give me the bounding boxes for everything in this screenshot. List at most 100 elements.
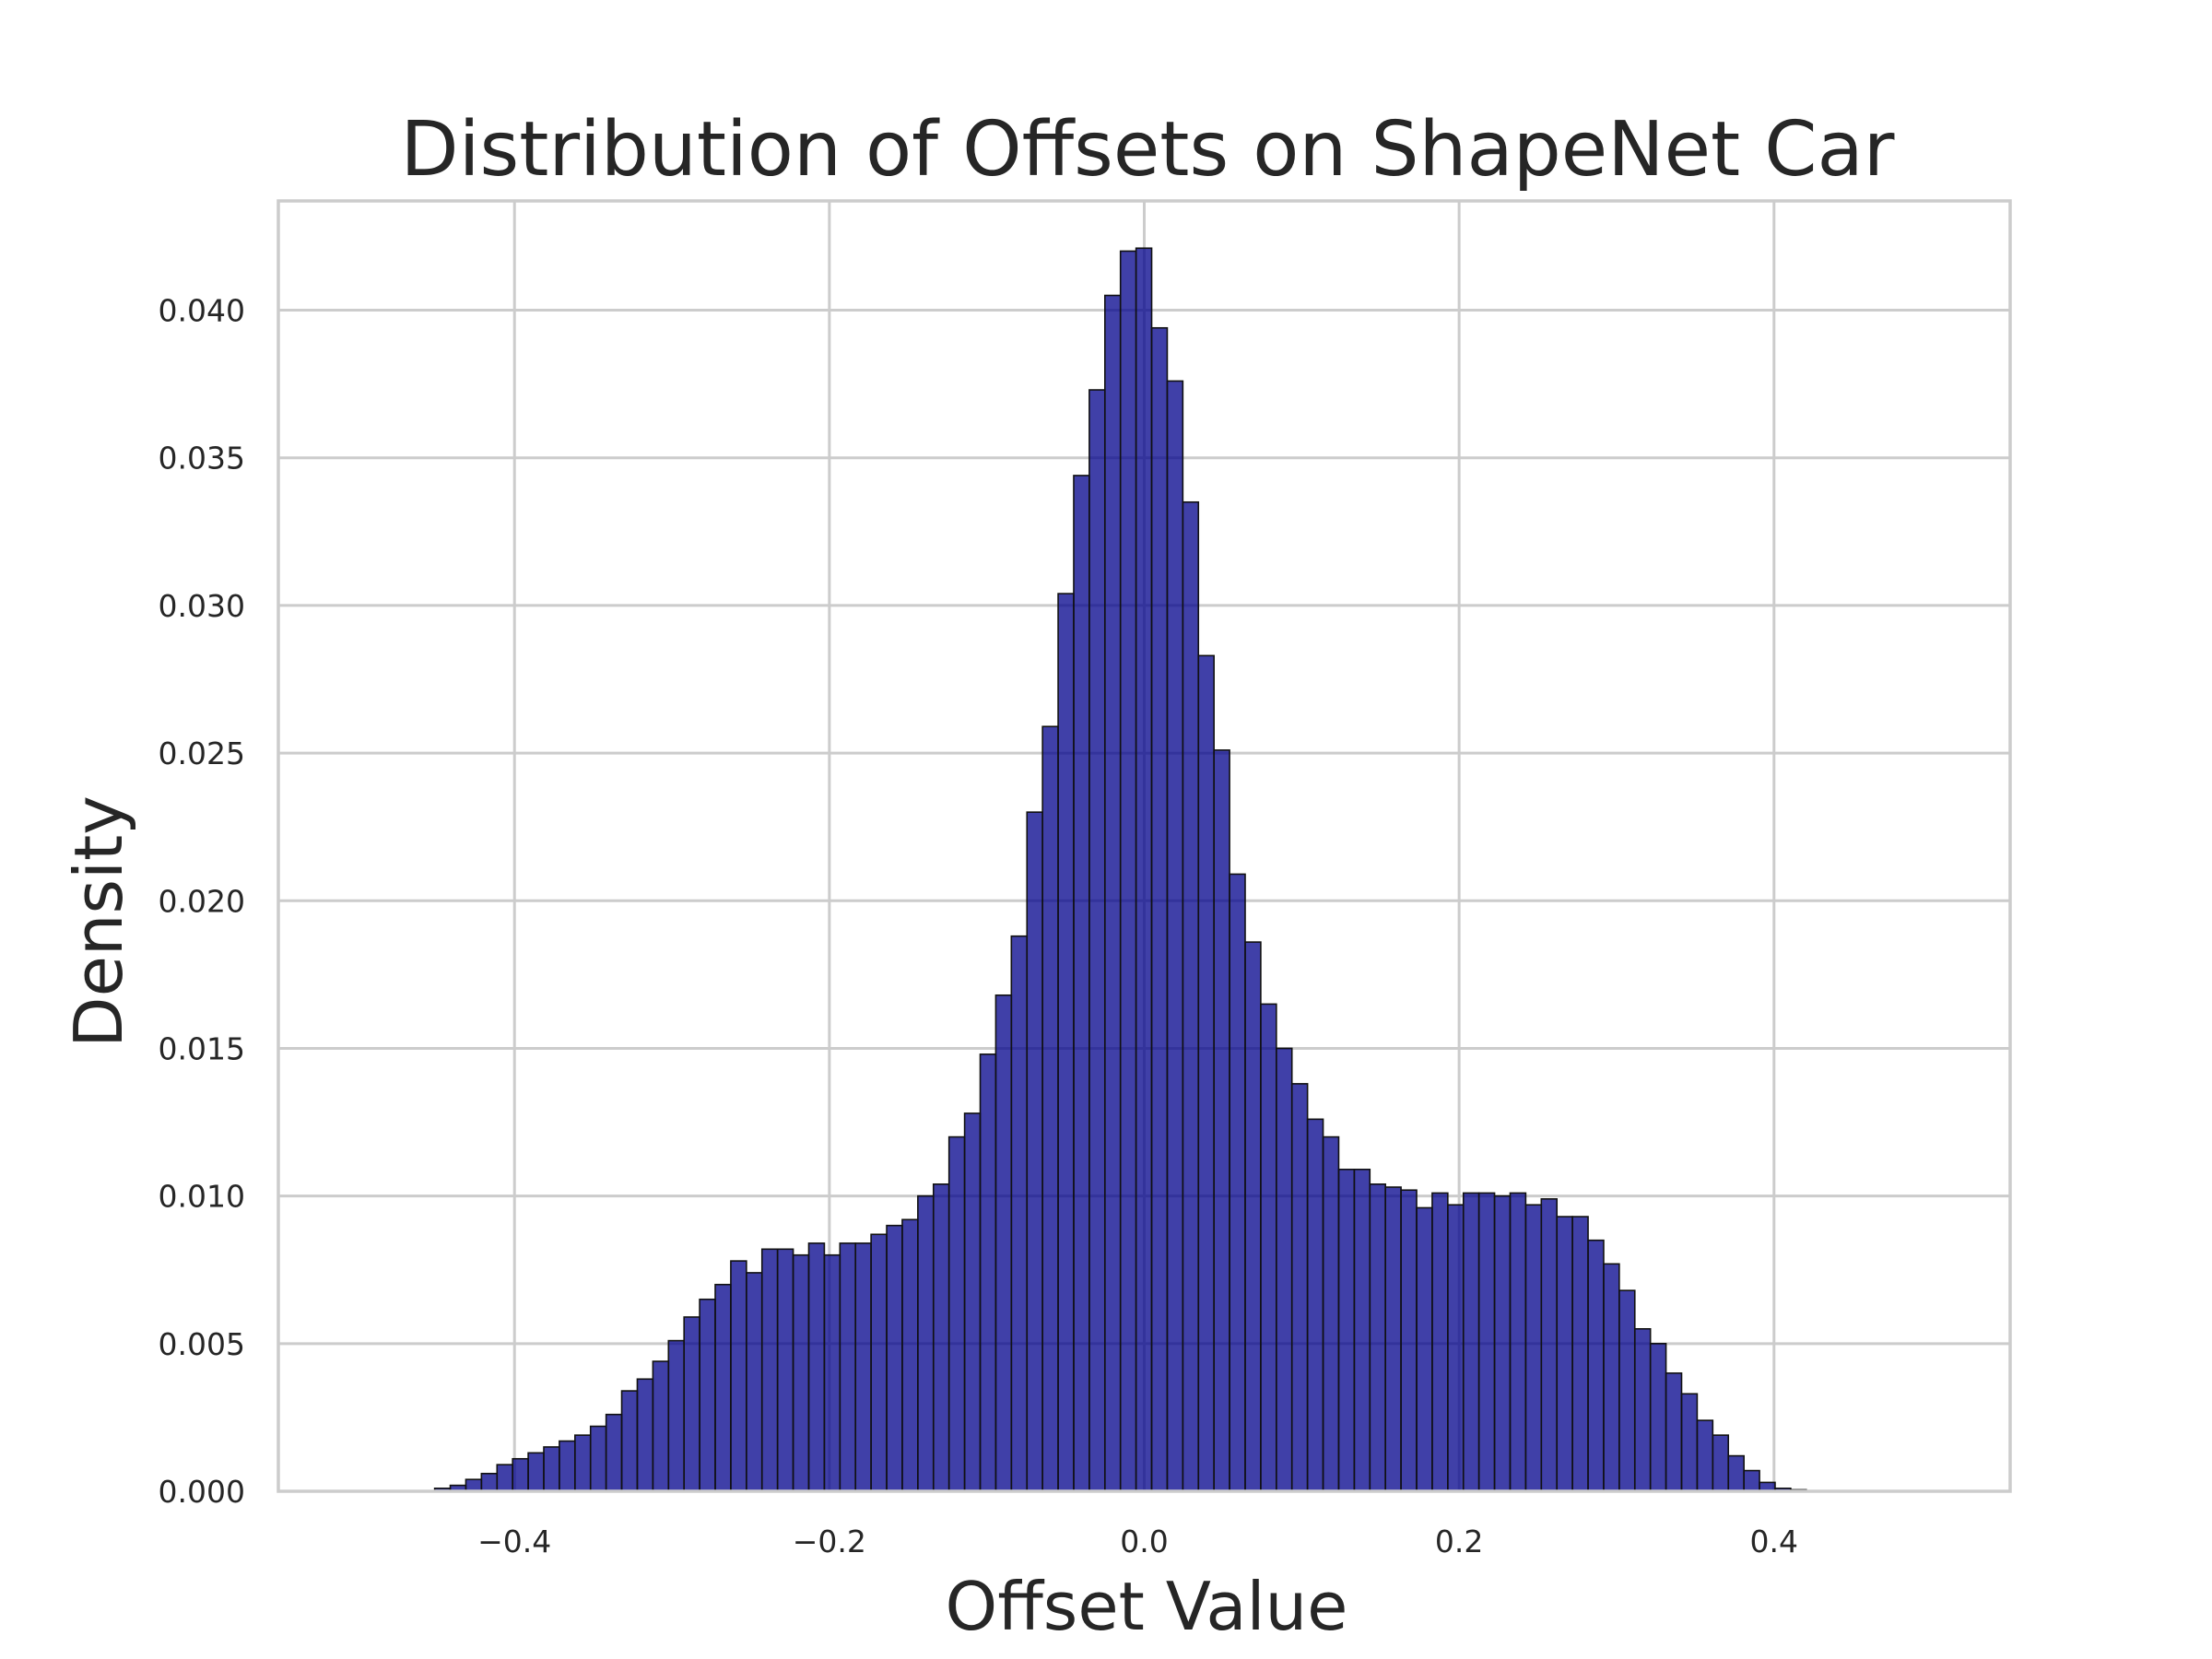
histogram-bar (1431, 1192, 1449, 1492)
histogram-bar (1166, 380, 1184, 1492)
x-tick-labels: −0.4 −0.2 0.0 0.2 0.4 (477, 1524, 1798, 1559)
histogram-bar (1509, 1192, 1527, 1492)
histogram-bar (1260, 1003, 1277, 1492)
histogram-bar (1150, 326, 1169, 1492)
histogram-bar (1727, 1454, 1745, 1492)
histogram-bar (667, 1339, 685, 1492)
histogram-bar (1633, 1328, 1652, 1492)
histogram-bar (1743, 1469, 1760, 1492)
chart-title: Distribution of Offsets on ShapeNet Car (401, 106, 1895, 194)
histogram-bar (1057, 593, 1075, 1492)
y-tick-label: 0.020 (159, 883, 245, 919)
histogram-bar (1026, 811, 1043, 1492)
histogram-bars (433, 247, 1807, 1492)
histogram-bar (636, 1378, 654, 1492)
histogram-bar (559, 1440, 576, 1492)
histogram-bar (776, 1248, 794, 1492)
y-tick-label: 0.005 (159, 1326, 245, 1362)
histogram-bar (730, 1260, 747, 1492)
histogram-bar (1353, 1169, 1371, 1492)
histogram-bar (823, 1253, 841, 1492)
histogram-bar (1384, 1186, 1402, 1492)
histogram-bar (792, 1253, 810, 1492)
histogram-bar (994, 994, 1013, 1492)
histogram-bar (1649, 1343, 1667, 1492)
histogram-bar (480, 1472, 499, 1492)
x-tick-label: −0.4 (477, 1524, 551, 1559)
histogram-bar (1104, 294, 1122, 1492)
histogram-bar (714, 1283, 732, 1492)
histogram-bar (1462, 1192, 1480, 1492)
histogram-bar (683, 1316, 700, 1492)
histogram-bar (854, 1242, 872, 1492)
histogram-bar (1213, 749, 1230, 1492)
histogram-bar (1416, 1206, 1433, 1492)
histogram-bar (496, 1464, 513, 1492)
histogram-bar (1603, 1263, 1620, 1492)
histogram-bar (1447, 1204, 1465, 1492)
histogram-bar (1712, 1434, 1730, 1492)
histogram-bar (886, 1224, 903, 1492)
histogram-bar (605, 1413, 623, 1492)
histogram-bar (746, 1272, 763, 1492)
histogram-bar (1665, 1372, 1683, 1492)
histogram-bar (512, 1457, 529, 1492)
y-tick-label: 0.035 (159, 441, 245, 477)
histogram-bar (901, 1218, 919, 1492)
histogram-bar (1618, 1289, 1636, 1492)
histogram-bar (1088, 389, 1106, 1492)
histogram-bar (979, 1053, 997, 1492)
histogram-bar (1696, 1419, 1714, 1492)
y-tick-label: 0.025 (159, 735, 245, 771)
histogram-bar (947, 1135, 966, 1492)
histogram-bar (1322, 1135, 1340, 1492)
histogram-bar (699, 1298, 716, 1492)
histogram-bar (589, 1425, 607, 1492)
y-tick-label: 0.030 (159, 588, 245, 624)
y-tick-label: 0.015 (159, 1030, 245, 1066)
plot-frame (276, 199, 2012, 1493)
y-axis-label: Density (60, 795, 137, 1048)
histogram-bar (652, 1360, 670, 1492)
histogram-bar (1229, 873, 1246, 1492)
histogram-bar (1369, 1183, 1386, 1492)
histogram-bar (839, 1242, 857, 1492)
y-tick-labels: 0.000 0.005 0.010 0.015 0.020 0.025 0.030 0.035… (159, 293, 245, 1510)
x-tick-label: 0.0 (1120, 1524, 1168, 1559)
histogram-bar (870, 1233, 888, 1492)
histogram-bar (1119, 250, 1137, 1492)
histogram-bar (1571, 1216, 1589, 1492)
histogram-bar (543, 1446, 560, 1492)
histogram-bar (1477, 1192, 1496, 1492)
y-tick-label: 0.010 (159, 1179, 245, 1215)
histogram-bar (932, 1183, 950, 1492)
histogram-bar (1290, 1083, 1309, 1492)
histogram-bar (1244, 941, 1262, 1492)
histogram-bar (1010, 935, 1029, 1492)
y-tick-label: 0.040 (159, 293, 245, 329)
histogram-bar (1197, 654, 1215, 1492)
histogram-bar (1556, 1216, 1573, 1492)
histogram-bar (1182, 500, 1200, 1492)
x-tick-label: 0.4 (1750, 1524, 1798, 1559)
histogram-bar (1540, 1198, 1559, 1492)
histogram-bar (1276, 1047, 1293, 1492)
histogram-bar (807, 1242, 826, 1492)
histogram-bar (527, 1452, 545, 1492)
y-tick-label: 0.000 (159, 1474, 245, 1510)
histogram-bar (574, 1434, 592, 1492)
histogram-bar (1073, 475, 1090, 1492)
histogram-bar (465, 1478, 483, 1492)
histogram-bar (917, 1194, 935, 1492)
histogram-bar (1493, 1194, 1512, 1492)
histogram-bar (1306, 1118, 1324, 1492)
histogram-bar (1587, 1239, 1605, 1492)
histogram-bar (1680, 1393, 1699, 1492)
histogram-bar (620, 1390, 639, 1492)
histogram-bar (1135, 247, 1153, 1492)
histogram-bar (1524, 1204, 1543, 1492)
x-tick-label: 0.2 (1435, 1524, 1483, 1559)
histogram-bar (760, 1248, 779, 1492)
histogram-bar (963, 1112, 982, 1492)
